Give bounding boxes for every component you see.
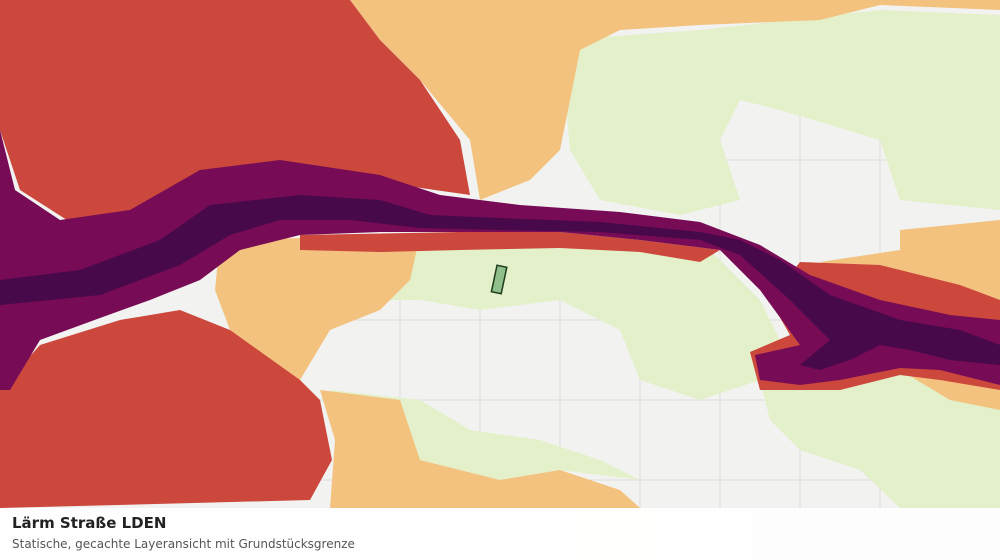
map-title: Lärm Straße LDEN (12, 514, 167, 532)
noise-zone-75 (0, 195, 1000, 370)
noise-zone-70 (0, 130, 1000, 390)
parcel-boundary (490, 264, 508, 295)
map-caption: Lärm Straße LDEN Statische, gecachte Lay… (0, 508, 1000, 560)
noise-zone-60 (215, 0, 1000, 508)
map-subtitle: Statische, gecachte Layeransicht mit Gru… (12, 537, 355, 551)
